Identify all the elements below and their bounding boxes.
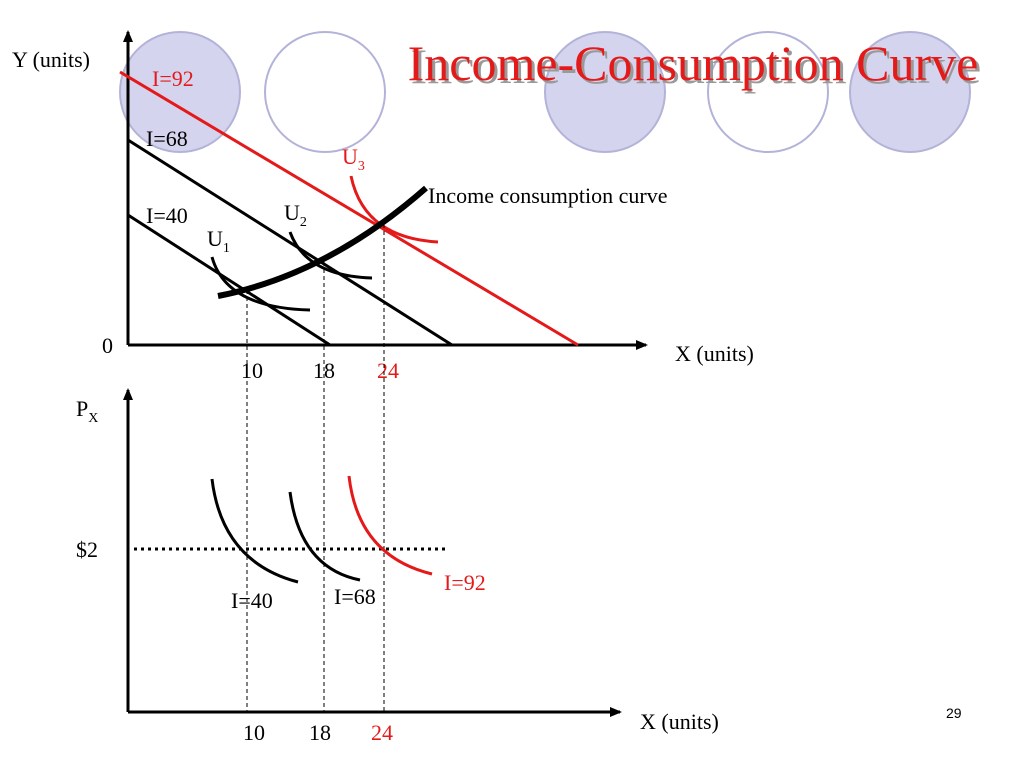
connector-dashed-lines [246,224,385,712]
demand-curve-i40 [210,478,299,584]
bottom-y-axis-label: PX [76,396,98,426]
top-graph: Y (units) X (units) 0 I=40 I=68 I=92 U1 … [12,30,754,383]
budget-line-i68 [127,138,453,347]
decor-circle-1 [119,31,241,153]
bottom-x-tick-24: 24 [371,720,393,745]
decor-circle-4 [707,31,829,153]
budget-label-i92: I=92 [152,66,194,91]
top-x-tick-10: 10 [241,358,263,383]
slide-title-shadow: Income-Consumption Curve [411,38,982,94]
budget-line-i92 [119,70,579,347]
decor-circle-2 [264,31,386,153]
page-number: 29 [946,705,962,721]
demand-label-i68: I=68 [334,584,376,609]
bottom-x-tick-10: 10 [243,720,265,745]
bottom-x-tick-18: 18 [309,720,331,745]
icc-label: Income consumption curve [428,183,668,208]
indifference-curve-u1 [210,256,311,312]
top-origin-label: 0 [102,333,113,358]
budget-label-i68: I=68 [146,126,188,151]
decor-circle-3 [544,31,666,153]
price-label: $2 [76,537,98,562]
u3-label: U3 [342,144,365,174]
decorative-circles [119,31,971,153]
u1-label: U1 [207,226,230,256]
u2-label: U2 [284,200,307,230]
demand-curve-i92 [347,475,433,576]
budget-line-i40 [127,213,331,347]
demand-curve-i68 [288,491,361,582]
decor-circle-5 [849,31,971,153]
bottom-graph: PX X (units) $2 I=40 I=68 I=92 10 18 24 [76,388,719,745]
top-x-tick-24: 24 [377,358,399,383]
income-consumption-curve [217,185,428,299]
top-x-axis-label: X (units) [675,341,754,366]
budget-label-i40: I=40 [146,203,188,228]
demand-label-i40: I=40 [231,588,273,613]
indifference-curve-u2 [288,231,373,280]
top-y-axis-label: Y (units) [12,47,90,72]
slide-title: Income-Consumption Curve [408,35,979,91]
demand-label-i92: I=92 [444,570,486,595]
bottom-x-axis-label: X (units) [640,709,719,734]
